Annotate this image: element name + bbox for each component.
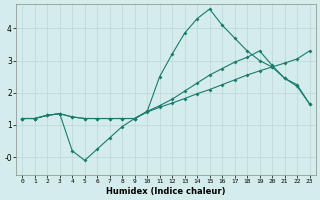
X-axis label: Humidex (Indice chaleur): Humidex (Indice chaleur) <box>106 187 226 196</box>
